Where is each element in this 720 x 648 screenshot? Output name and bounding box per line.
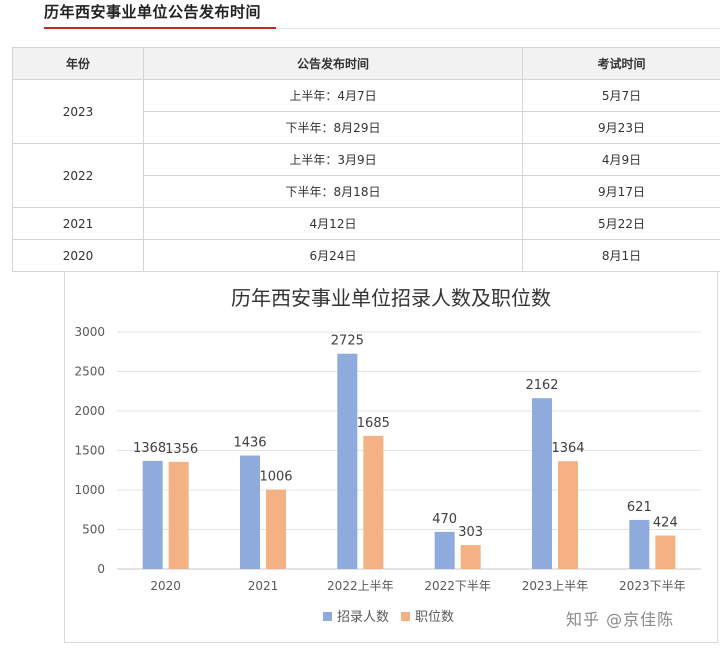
data-label: 1356 — [165, 442, 198, 457]
bars — [142, 353, 676, 569]
bar — [460, 545, 481, 569]
bar — [168, 461, 189, 569]
watermark-text: 知乎 @京佳陈 — [566, 610, 675, 629]
x-tick-label: 2022上半年 — [327, 579, 394, 593]
exam-cell: 5月22日 — [522, 207, 720, 240]
exam-cell: 5月7日 — [522, 79, 720, 112]
table-row: 2023 上半年：4月7日 5月7日 — [12, 79, 720, 144]
data-label: 1006 — [259, 470, 292, 485]
section-title: 历年西安事业单位公告发布时间 — [44, 3, 262, 21]
table-row: 2020 6月24日 8月1日 — [12, 239, 720, 272]
data-label: 1436 — [233, 436, 266, 451]
legend-swatch — [401, 612, 410, 621]
header-year: 年份 — [12, 47, 144, 80]
x-tick-label: 2021 — [248, 579, 279, 593]
data-label: 621 — [627, 500, 652, 515]
x-tick-label: 2023下半年 — [619, 579, 686, 593]
announce-cell: 4月12日 — [143, 207, 523, 240]
schedule-table: 年份 公告发布时间 考试时间 2023 上半年：4月7日 5月7日 下半年：8月… — [12, 47, 720, 272]
announce-cell: 下半年：8月29日 — [143, 111, 523, 144]
bar — [629, 519, 650, 569]
gridlines — [117, 331, 701, 570]
y-tick-label: 1500 — [74, 444, 105, 458]
announce-cell: 6月24日 — [143, 239, 523, 272]
exam-cell: 8月1日 — [522, 239, 720, 272]
legend-label: 职位数 — [415, 610, 454, 625]
x-tick-label: 2023上半年 — [522, 579, 589, 593]
title-divider — [276, 28, 720, 29]
y-tick-label: 3000 — [74, 325, 105, 339]
bar — [434, 531, 455, 569]
bar — [240, 455, 260, 569]
bar — [558, 461, 578, 569]
title-underline — [44, 27, 276, 29]
y-tick-label: 2500 — [74, 365, 105, 379]
header-announce-date: 公告发布时间 — [143, 47, 523, 80]
data-label: 1685 — [357, 416, 390, 431]
table-header-row: 年份 公告发布时间 考试时间 — [12, 47, 720, 80]
table-row: 下半年：8月29日 9月23日 — [13, 111, 720, 144]
bar — [532, 398, 552, 569]
bar — [363, 435, 384, 569]
y-tick-label: 500 — [82, 523, 105, 537]
exam-cell: 9月17日 — [522, 175, 720, 208]
recruitment-bar-chart: 历年西安事业单位招录人数及职位数 0 500 1000 1500 2000 2500 300… — [74, 286, 701, 625]
legend-label: 招录人数 — [337, 610, 389, 625]
data-label: 2725 — [331, 334, 364, 349]
table-row: 2022 上半年：3月9日 4月9日 — [12, 143, 720, 208]
data-label: 470 — [432, 512, 457, 527]
header-exam-date: 考试时间 — [522, 47, 720, 80]
year-cell: 2021 — [12, 207, 144, 240]
data-label: 1368 — [133, 441, 166, 456]
y-tick-label: 2000 — [74, 404, 105, 418]
bar — [142, 460, 163, 569]
year-cell: 2023 — [12, 79, 144, 144]
announce-cell: 上半年：3月9日 — [143, 143, 523, 176]
data-label: 424 — [653, 516, 678, 531]
year-cell: 2022 — [12, 143, 144, 208]
y-tick-label: 1000 — [74, 483, 105, 497]
x-tick-label: 2020 — [150, 579, 181, 593]
exam-cell: 4月9日 — [522, 143, 720, 176]
bar — [655, 535, 676, 569]
bar — [337, 353, 358, 569]
data-label: 1364 — [551, 441, 584, 456]
x-tick-label: 2022下半年 — [424, 579, 491, 593]
y-axis-ticks: 0 500 1000 1500 2000 2500 3000 — [74, 325, 105, 576]
legend: 招录人数 职位数 — [323, 610, 454, 625]
table-row: 2021 4月12日 5月22日 — [12, 207, 720, 240]
exam-cell: 9月23日 — [522, 111, 720, 144]
data-label: 303 — [458, 525, 483, 540]
data-label: 2162 — [525, 378, 558, 393]
chart-frame: 历年西安事业单位招录人数及职位数 0 500 1000 1500 2000 2500 300… — [64, 271, 718, 643]
bar — [266, 489, 286, 569]
announce-cell: 下半年：8月18日 — [143, 175, 523, 208]
legend-swatch — [323, 612, 332, 621]
year-cell: 2020 — [12, 239, 144, 272]
y-tick-label: 0 — [97, 562, 105, 576]
x-axis-ticks: 2020 2021 2022上半年 2022下半年 2023上半年 2023下半年 — [150, 579, 685, 593]
announce-cell: 上半年：4月7日 — [143, 79, 523, 112]
chart-title: 历年西安事业单位招录人数及职位数 — [231, 286, 551, 310]
